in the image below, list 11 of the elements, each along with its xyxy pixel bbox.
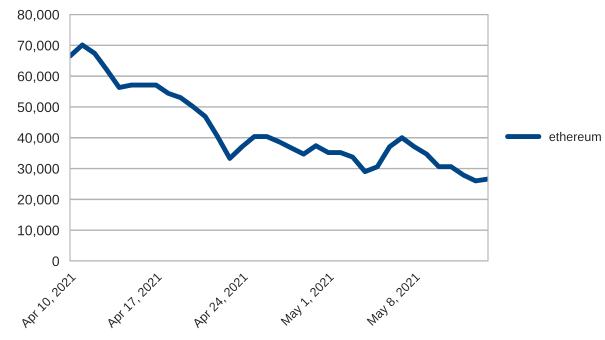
y-tick-label: 80,000 [18,10,60,22]
y-tick-label: 10,000 [18,226,60,237]
line-series [70,42,488,184]
y-tick-label: 0 [52,256,60,266]
y-tick-label: 70,000 [18,40,60,52]
legend-label: ethereum [549,132,601,142]
y-tick-label: 50,000 [18,102,60,114]
y-tick-label: 30,000 [18,164,60,176]
y-tick-label: 20,000 [18,194,60,206]
y-tick-label: 40,000 [17,133,60,145]
y-tick-label: 60,000 [18,71,60,83]
